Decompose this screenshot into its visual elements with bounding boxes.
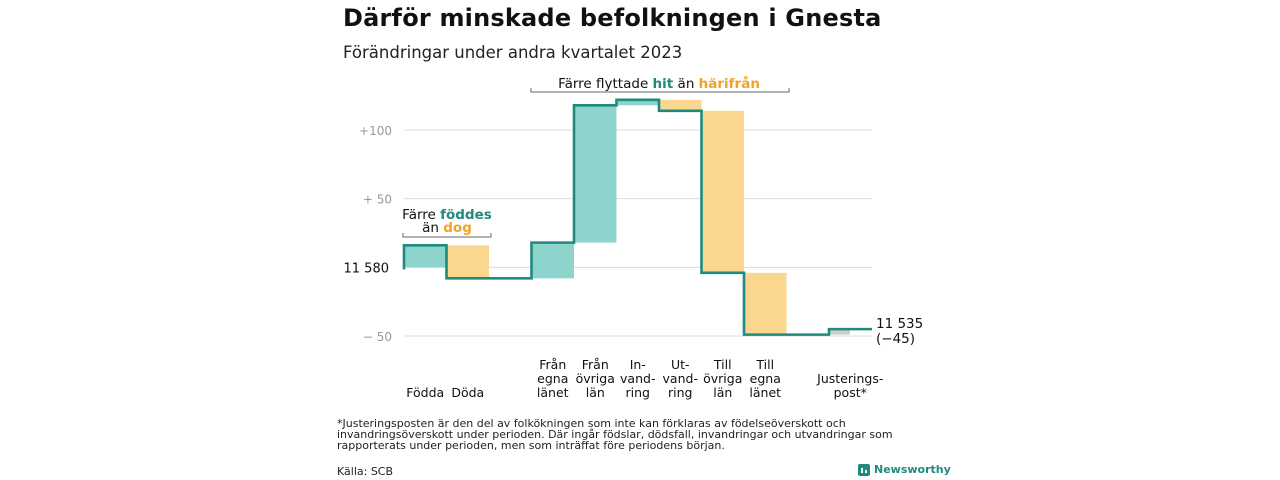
footnote: *Justeringsposten är den del av folkökni… <box>337 417 893 452</box>
category-label: Döda <box>451 385 484 400</box>
waterfall-bar <box>446 245 489 279</box>
chart-title: Därför minskade befolkningen i Gnesta <box>343 4 882 32</box>
waterfall-bar <box>574 105 617 243</box>
category-label: vand- <box>620 371 655 386</box>
category-label: övriga <box>703 371 742 386</box>
start-value-label: 11 580 <box>344 261 390 276</box>
waterfall-bar <box>744 272 787 335</box>
waterfall-bar <box>830 329 850 335</box>
annotation-migration: Färre flyttade hit än härifrån <box>558 75 760 92</box>
cumulative-step-line <box>402 98 872 336</box>
y-tick-label: − 50 <box>363 330 392 344</box>
category-label: ring <box>626 385 650 400</box>
brand-logo: Newsworthy <box>858 463 951 476</box>
category-label: län <box>586 385 605 400</box>
end-value-label: (−45) <box>876 331 915 347</box>
waterfall-bar <box>616 99 659 106</box>
category-label: Från <box>582 357 609 372</box>
newsworthy-icon <box>858 463 870 476</box>
waterfall-bar <box>531 242 574 279</box>
waterfall-bar <box>404 245 447 268</box>
category-label: Till <box>755 357 774 372</box>
category-label: In- <box>630 357 646 372</box>
annotation-migration-bracket <box>530 88 790 93</box>
waterfall-bar <box>659 99 702 111</box>
annotation-births-bracket <box>402 233 492 238</box>
chart-subtitle: Förändringar under andra kvartalet 2023 <box>343 43 683 62</box>
y-tick-label: + 50 <box>363 193 392 207</box>
y-tick-label: +100 <box>359 124 392 138</box>
category-label: länet <box>537 385 569 400</box>
category-label: länet <box>749 385 781 400</box>
annotation-births-line1: Färre föddes <box>402 207 492 223</box>
waterfall-bar <box>701 110 744 273</box>
category-label: övriga <box>576 371 615 386</box>
end-value-label: 11 535 <box>876 316 923 332</box>
category-label: egna <box>537 371 568 386</box>
category-label: Från <box>539 357 566 372</box>
category-label: Till <box>713 357 732 372</box>
category-label: post* <box>834 385 867 400</box>
category-label: ring <box>668 385 692 400</box>
category-label: Ut- <box>671 357 690 372</box>
category-label: län <box>713 385 732 400</box>
category-label: egna <box>750 371 781 386</box>
annotation-births-line2: än dog <box>422 220 472 236</box>
source-label: Källa: SCB <box>337 465 394 478</box>
category-label: Födda <box>406 385 444 400</box>
brand-name: Newsworthy <box>874 463 951 476</box>
category-label: Justerings- <box>816 371 883 386</box>
category-label: vand- <box>663 371 698 386</box>
